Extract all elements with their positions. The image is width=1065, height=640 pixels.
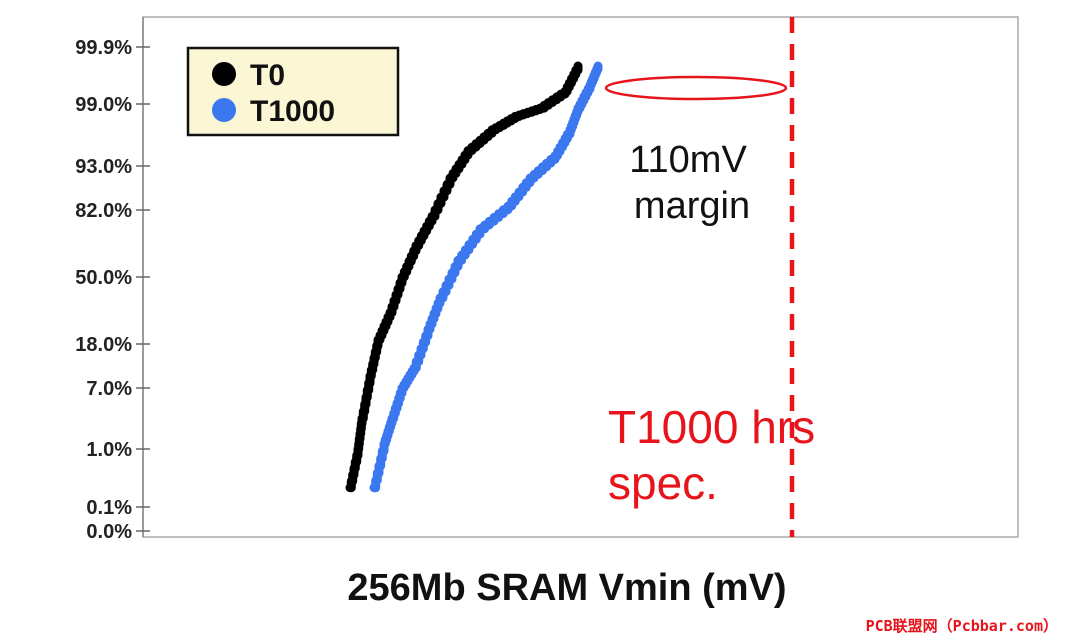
y-tick-label: 99.0% [75,94,132,116]
data-point [391,417,393,420]
margin-annotation-line2: margin [634,185,750,227]
data-point [577,107,579,110]
watermark-text: PCB联盟网（Pcbbar.com） [866,617,1058,635]
data-point [401,276,403,278]
legend-marker-t1000 [212,98,236,122]
data-point [457,259,459,262]
y-tick-label: 93.0% [75,156,132,178]
data-point [467,149,469,152]
y-tick-label: 99.9% [75,37,132,59]
data-point [491,128,493,131]
y-tick-label: 82.0% [75,200,132,222]
y-axis [136,17,150,537]
data-point [401,387,403,389]
data-point [564,90,566,93]
data-point [514,115,516,118]
data-point [539,107,541,110]
y-tick-label: 0.1% [86,497,132,519]
data-point [413,367,415,369]
legend-label-t1000: T1000 [250,95,335,128]
data-point [373,486,375,489]
spec-annotation-line1: T1000 hrs [608,401,815,453]
spec-annotation-line2: spec. [608,457,718,509]
data-point [357,448,359,450]
margin-annotation-line1: 110mV [629,139,747,181]
data-point [439,296,441,299]
y-tick-label: 7.0% [86,378,132,400]
y-tick-label: 50.0% [75,267,132,289]
data-point [415,244,417,247]
legend: T0 T1000 [186,46,400,137]
y-tick-label: 18.0% [75,334,132,356]
margin-ellipse [604,75,788,101]
data-point [431,215,433,218]
y-tick-label: 1.0% [86,439,132,461]
data-point [369,375,371,377]
data-point [377,338,379,341]
series-line-t0 [345,61,583,493]
data-point [427,328,429,331]
data-point [449,177,451,179]
data-point [577,65,579,67]
data-point [383,442,385,445]
data-point [479,227,481,230]
x-axis-label: 256Mb SRAM Vmin (mV) [347,567,786,609]
y-tick-label: 0.0% [86,521,132,543]
data-point [569,128,571,131]
series-line-t1000 [369,61,603,493]
data-point [589,84,591,86]
legend-marker-t0 [212,62,236,86]
series-layer [345,61,603,493]
data-point [529,177,531,179]
data-point [361,417,363,420]
data-point [597,65,599,67]
legend-label-t0: T0 [250,59,285,92]
y-tick-labels: 99.9% 99.0% 93.0% 82.0% 50.0% 18.0% 7.0%… [75,37,132,543]
data-point [389,311,391,314]
data-point [507,205,509,207]
data-point [349,486,351,489]
data-point [554,154,556,157]
